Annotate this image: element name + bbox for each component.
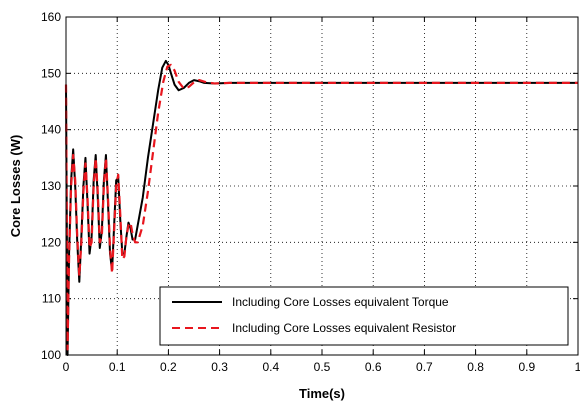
- x-tick-label: 0.5: [314, 360, 331, 374]
- x-tick-label: 0: [63, 360, 70, 374]
- series-line-resistor: [64, 63, 578, 351]
- x-tick-label: 0.4: [262, 360, 279, 374]
- x-tick-label: 0.8: [467, 360, 484, 374]
- x-axis-label: Time(s): [299, 386, 345, 401]
- legend: Including Core Losses equivalent Torque …: [159, 286, 569, 346]
- y-tick-label: 100: [41, 348, 61, 362]
- y-tick-label: 150: [41, 66, 61, 80]
- y-tick-labels: 100 110 120 130 140 150 160: [41, 10, 61, 362]
- legend-box: [159, 286, 569, 346]
- x-tick-label: 0.1: [109, 360, 126, 374]
- y-tick-label: 140: [41, 123, 61, 137]
- plot-frame: [65, 16, 579, 356]
- x-tick-label: 0.7: [416, 360, 433, 374]
- y-tick-label: 110: [42, 292, 61, 306]
- legend-label-resistor: Including Core Losses equivalent Resisto…: [232, 321, 456, 335]
- y-axis-label: Core Losses (W): [8, 135, 23, 238]
- x-tick-label: 0.6: [365, 360, 382, 374]
- x-tick-label: 0.9: [518, 360, 535, 374]
- x-tick-label: 0.3: [211, 360, 228, 374]
- series-lines: [64, 59, 578, 356]
- x-tick-label: 1: [575, 360, 580, 374]
- legend-label-torque: Including Core Losses equivalent Torque: [232, 295, 449, 309]
- y-tick-label: 130: [41, 179, 61, 193]
- x-tick-labels: 0 0.1 0.2 0.3 0.4 0.5 0.6 0.7 0.8 0.9 1: [63, 360, 580, 374]
- y-tick-label: 160: [41, 10, 61, 24]
- x-tick-label: 0.2: [160, 360, 177, 374]
- y-tick-label: 120: [41, 235, 61, 249]
